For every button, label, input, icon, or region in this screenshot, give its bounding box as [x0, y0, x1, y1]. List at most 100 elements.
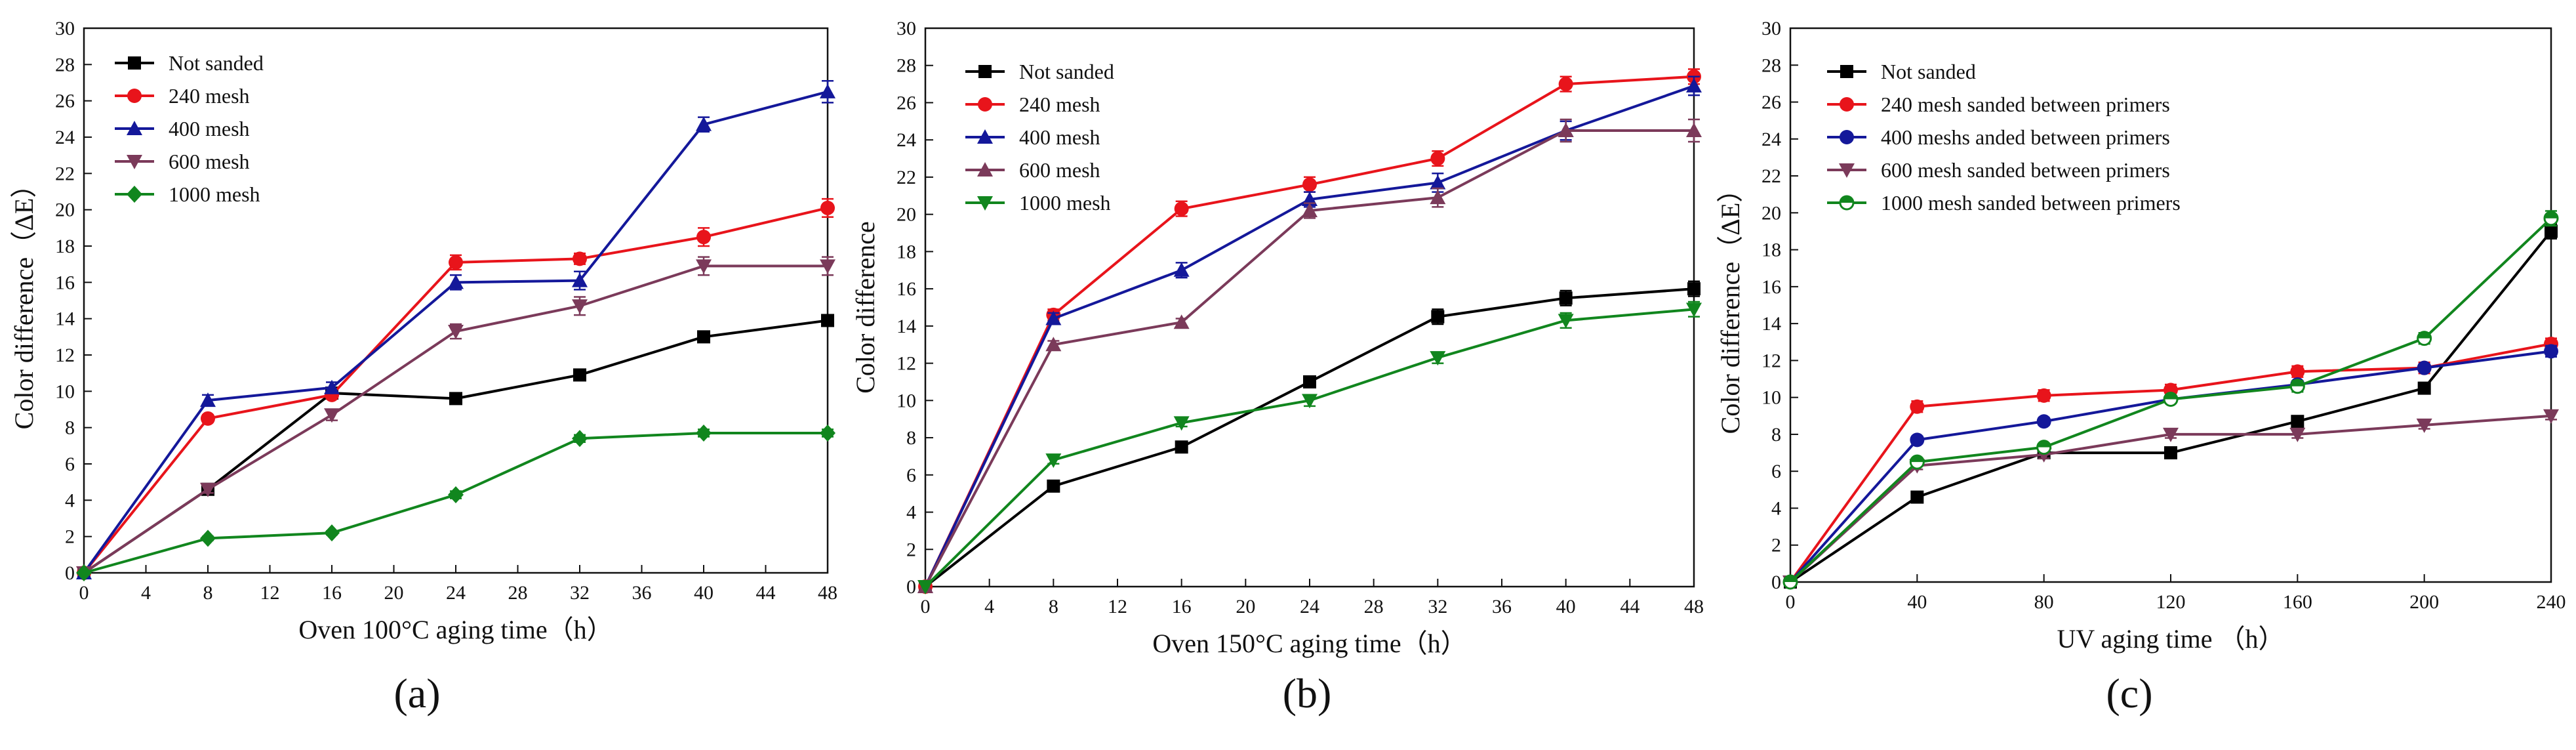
y-tick-label: 24: [896, 129, 916, 151]
data-point: [2289, 427, 2306, 442]
x-tick-label: 20: [1236, 596, 1255, 617]
data-point: [572, 299, 588, 314]
x-tick-label: 16: [322, 582, 342, 604]
legend-marker: [977, 196, 993, 211]
y-tick-label: 16: [1761, 276, 1781, 298]
data-point: [573, 368, 586, 382]
data-point: [1302, 394, 1318, 409]
data-point: [1558, 123, 1574, 138]
data-point: [1430, 190, 1446, 205]
series-line: [924, 75, 1695, 587]
data-point-fill: [2291, 379, 2304, 386]
legend-label: Not sanded: [1881, 60, 1976, 83]
x-tick-label: 24: [1300, 596, 1319, 617]
series-1: [919, 280, 1701, 593]
y-tick-label: 22: [55, 163, 75, 184]
legend-label: 240 mesh: [1019, 93, 1100, 116]
y-tick-label: 8: [906, 427, 916, 449]
data-point: [2036, 414, 2051, 429]
data-point: [449, 392, 462, 406]
data-point: [696, 259, 712, 274]
data-point: [2543, 409, 2559, 424]
data-point: [572, 272, 588, 287]
data-point: [821, 314, 834, 327]
x-tick-label: 32: [1428, 596, 1447, 617]
data-point-fill: [2037, 440, 2051, 448]
y-tick-label: 26: [1761, 92, 1781, 114]
y-tick-label: 0: [906, 576, 916, 598]
legend-marker: [977, 162, 993, 177]
legend-label: 1000 mesh sanded between primers: [1881, 191, 2181, 215]
data-point: [324, 408, 340, 423]
data-point: [1173, 314, 1190, 329]
x-tick-label: 4: [141, 582, 151, 604]
legend-marker: [127, 89, 142, 103]
y-tick-label: 14: [1761, 313, 1781, 335]
x-tick-label: 44: [756, 582, 776, 604]
data-point: [1686, 123, 1702, 138]
y-tick-label: 26: [55, 91, 75, 112]
series-line: [924, 287, 1695, 588]
legend-marker: [1840, 97, 1854, 112]
y-tick-label: 16: [55, 272, 75, 293]
data-point: [201, 411, 215, 426]
legend-item: Not sanded: [965, 60, 1114, 83]
x-axis-label: Oven 100°C aging time（h）: [298, 615, 613, 644]
y-tick-label: 28: [1761, 54, 1781, 76]
series-4: [917, 118, 1702, 593]
data-point: [2545, 224, 2558, 238]
data-point: [1047, 479, 1060, 493]
legend-item: 1000 mesh: [115, 182, 260, 206]
legend-marker: [978, 97, 992, 112]
data-point: [1686, 302, 1702, 318]
y-tick-label: 14: [896, 316, 916, 337]
legend-label: 600 mesh: [1019, 158, 1100, 182]
data-point: [1045, 453, 1062, 469]
legend-label: 400 mesh: [169, 117, 250, 140]
legend-marker: [977, 129, 993, 144]
data-point: [324, 379, 340, 394]
data-point: [448, 325, 464, 340]
legend-label: 600 mesh: [169, 150, 250, 173]
series-5: [917, 301, 1702, 594]
data-point: [200, 392, 216, 407]
legend-item: 240 mesh sanded between primers: [1827, 93, 2170, 116]
data-point: [697, 330, 710, 344]
data-point: [2416, 418, 2432, 433]
x-tick-label: 44: [1620, 596, 1640, 617]
x-tick-label: 8: [1049, 596, 1058, 617]
data-point: [2036, 440, 2052, 455]
data-point: [2291, 415, 2304, 428]
panel-label: (a): [393, 670, 440, 717]
y-tick-label: 20: [1761, 202, 1781, 224]
legend: Not sanded 240 mesh 400 mesh 600 mesh 1000 m…: [965, 60, 1114, 215]
y-tick-label: 8: [1771, 424, 1781, 446]
legend-marker: [127, 155, 142, 169]
series-line: [83, 319, 828, 574]
x-tick-label: 48: [818, 582, 837, 604]
data-point: [2036, 388, 2051, 403]
data-point: [1686, 77, 1702, 93]
series-3: [1783, 344, 2558, 589]
x-tick-label: 240: [2537, 591, 2566, 613]
y-tick-label: 10: [1761, 387, 1781, 409]
y-axis-label: Color difference: [851, 221, 880, 393]
data-point: [1174, 201, 1189, 217]
series-3: [917, 75, 1702, 593]
x-tick-label: 200: [2409, 591, 2439, 613]
data-point: [1430, 175, 1446, 190]
legend-label: 1000 mesh: [1019, 191, 1111, 215]
series-1: [77, 314, 834, 579]
data-point: [820, 424, 835, 442]
legend-item: 600 mesh sanded between primers: [1827, 158, 2170, 182]
legend-marker: [1840, 65, 1853, 78]
legend: Not sanded 240 mesh sanded between primer…: [1827, 60, 2181, 215]
y-tick-label: 24: [55, 127, 75, 148]
x-tick-label: 0: [921, 596, 931, 617]
y-tick-label: 28: [896, 55, 916, 77]
y-tick-label: 8: [65, 417, 75, 439]
y-tick-label: 10: [55, 381, 75, 402]
data-point-fill: [2417, 331, 2431, 339]
data-point: [1687, 282, 1701, 296]
panel-label: (b): [1283, 670, 1332, 717]
